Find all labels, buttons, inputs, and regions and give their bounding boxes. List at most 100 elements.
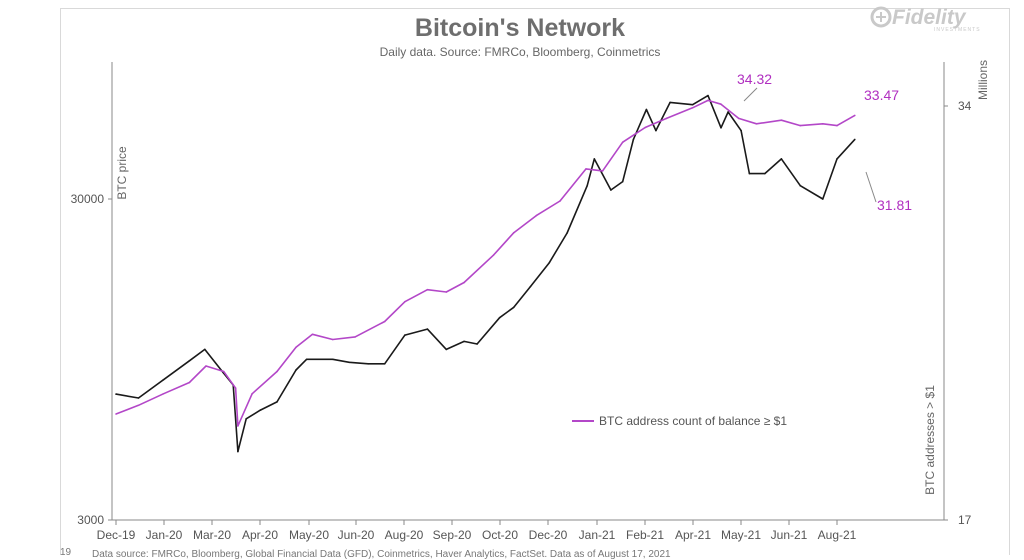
btc-price-point [655, 129, 657, 132]
btc-price-line [115, 94, 856, 453]
fidelity-logo: Fidelity [892, 6, 966, 29]
btc-address-point [115, 413, 117, 415]
y-right-axis-title: BTC addresses > $1 [923, 385, 937, 495]
btc-address-point [311, 333, 314, 336]
chart-subtitle: Daily data. Source: FMRCo, Bloomberg, Co… [379, 45, 661, 59]
btc-price-point [566, 232, 568, 234]
x-tick-label: Jun-20 [338, 528, 375, 542]
x-tick-label: Jan-20 [146, 528, 183, 542]
btc-address-point [237, 425, 239, 427]
x-tick-label: Feb-21 [626, 528, 664, 542]
btc-price-point [115, 393, 117, 395]
btc-price-point [305, 358, 308, 361]
x-tick-label: Apr-21 [675, 528, 711, 542]
fidelity-logo-icon [870, 6, 892, 28]
btc-price-point [727, 111, 729, 113]
btc-address-point [188, 381, 191, 384]
btc-address-point [513, 231, 515, 234]
x-tick-label: May-21 [721, 528, 761, 542]
btc-address-point [535, 214, 538, 217]
fidelity-logo-tagline: INVESTMENTS [934, 27, 981, 33]
btc-price-point [463, 340, 465, 343]
source-footnote: Data source: FMRCo, Bloomberg, Global Fi… [92, 549, 671, 560]
btc-price-point [740, 129, 742, 132]
btc-price-point [764, 172, 766, 175]
x-tick-label: Aug-21 [818, 528, 857, 542]
x-tick-label: Dec-19 [97, 528, 136, 542]
btc-address-point [621, 141, 624, 143]
btc-address-point [822, 123, 824, 125]
btc-price-point [137, 397, 140, 399]
btc-price-point [854, 138, 856, 141]
btc-address-point [295, 346, 297, 349]
btc-address-point [137, 404, 140, 407]
btc-price-point [548, 261, 551, 264]
btc-price-point [669, 101, 671, 104]
btc-address-point [854, 114, 856, 117]
btc-price-point [610, 189, 612, 191]
btc-price-point [498, 316, 501, 319]
annotation-peak: 34.32 [737, 71, 772, 87]
btc-address-point [404, 300, 406, 303]
btc-price-point [367, 363, 370, 365]
btc-address-point [755, 123, 758, 125]
x-tick-label: May-20 [289, 528, 329, 542]
legend-label: BTC address count of balance ≥ $1 [599, 414, 787, 428]
y-right-tick-label: 34 [958, 99, 972, 113]
x-tick-label: Mar-20 [193, 528, 231, 542]
btc-price-point [748, 172, 751, 175]
btc-price-point [632, 138, 635, 141]
btc-address-point [720, 103, 722, 105]
btc-address-point [780, 119, 783, 121]
y-right-tick-label: 17 [958, 513, 972, 527]
btc-address-point [799, 124, 802, 127]
btc-address-point [426, 288, 429, 291]
btc-address-point [331, 338, 334, 341]
y-right-unit-label: Millions [976, 60, 990, 100]
btc-address-point [644, 126, 646, 129]
btc-address-point [205, 365, 207, 367]
btc-price-point [276, 401, 278, 403]
btc-price-point [645, 108, 648, 111]
annotation-latest: 33.47 [864, 87, 899, 103]
btc-price-point [245, 418, 247, 420]
btc-address-point [162, 393, 165, 395]
chart-annotations: BTC address count of balance ≥ $1 34.32 33… [572, 71, 912, 428]
btc-price-point [188, 360, 191, 362]
btc-price-point [586, 184, 588, 187]
annotation-peak-leader [743, 87, 758, 102]
btc-price-point [836, 158, 838, 160]
btc-address-point [276, 370, 278, 373]
btc-price-point [445, 348, 448, 351]
btc-price-point [204, 348, 206, 351]
chart-title: Bitcoin's Network [414, 14, 626, 42]
btc-address-point [691, 107, 694, 109]
annotation-low: 31.81 [877, 197, 912, 213]
x-tick-label: Apr-20 [242, 528, 278, 542]
btc-price-point [780, 158, 783, 160]
btc-address-point [222, 370, 225, 373]
btc-address-point [559, 200, 561, 202]
btc-price-point [513, 306, 515, 309]
y-left-axis-title: BTC price [115, 146, 129, 200]
x-tick-label: Jun-21 [771, 528, 808, 542]
btc-address-point [707, 99, 709, 102]
btc-price-point [720, 127, 722, 129]
btc-price-point [707, 94, 709, 97]
btc-price-point [529, 285, 532, 288]
btc-address-point [601, 170, 604, 172]
x-tick-label: Aug-20 [385, 528, 424, 542]
btc-address-point [492, 254, 495, 256]
btc-price-point [822, 198, 824, 200]
btc-address-point [383, 320, 386, 323]
y-left-tick-label: 30000 [71, 192, 105, 206]
btc-address-point [737, 117, 740, 120]
btc-price-point [621, 180, 624, 183]
btc-address-point [354, 336, 356, 338]
annotation-low-leader [865, 171, 877, 203]
x-tick-label: Jan-21 [579, 528, 616, 542]
btc-price-point [799, 184, 802, 187]
x-tick-label: Dec-20 [529, 528, 568, 542]
btc-price-point [259, 409, 262, 411]
